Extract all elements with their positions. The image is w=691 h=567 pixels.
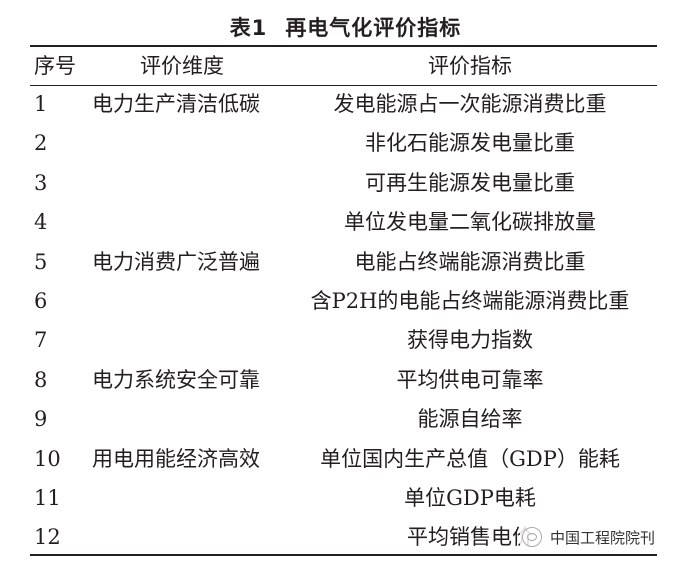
table-row: 4 单位发电量二氧化碳排放量 (0, 203, 691, 242)
row-indicator: 平均销售电价 (407, 525, 533, 550)
row-indicator: 单位发电量二氧化碳排放量 (344, 210, 596, 235)
row-number: 10 (34, 446, 61, 471)
row-indicator: 平均供电可靠率 (396, 367, 544, 392)
row-indicator: 非化石能源发电量比重 (365, 131, 575, 156)
row-number: 3 (34, 170, 48, 195)
row-indicator: 可再生能源发电量比重 (365, 170, 575, 195)
table-row: 9 能源自给率 (0, 400, 691, 439)
row-number: 4 (34, 210, 48, 235)
row-dimension: 电力消费广泛普遍 (92, 249, 260, 274)
row-indicator: 含P2H的电能占终端能源消费比重 (310, 289, 630, 313)
table-row: 5 电力消费广泛普遍 电能占终端能源消费比重 (0, 243, 691, 282)
row-number: 1 (34, 92, 48, 116)
watermark-text: 中国工程院院刊 (550, 528, 656, 547)
row-indicator: 单位国内生产总值（GDP）能耗 (320, 446, 620, 471)
row-dimension: 电力生产清洁低碳 (92, 92, 260, 116)
table-title: 表1 再电气化评价指标 (0, 12, 691, 42)
row-indicator: 发电能源占一次能源消费比重 (333, 92, 607, 116)
table-row: 1 电力生产清洁低碳 发电能源占一次能源消费比重 (0, 85, 691, 124)
table-header: 序号 评价维度 评价指标 (0, 47, 691, 86)
header-rule (30, 85, 657, 86)
row-indicator: 电能占终端能源消费比重 (354, 249, 586, 274)
table-row: 8 电力系统安全可靠 平均供电可靠率 (0, 361, 691, 400)
header-indicator: 评价指标 (428, 54, 512, 78)
header-no: 序号 (34, 54, 76, 78)
row-dimension: 电力系统安全可靠 (92, 367, 260, 392)
row-number: 5 (34, 249, 48, 274)
row-dimension: 用电用能经济高效 (92, 446, 260, 471)
watermark: 中国工程院院刊 (520, 523, 656, 551)
row-indicator: 能源自给率 (417, 407, 523, 432)
table-row: 7 获得电力指数 (0, 321, 691, 360)
row-number: 7 (34, 328, 48, 353)
row-number: 6 (34, 289, 48, 313)
row-number: 8 (34, 367, 48, 392)
row-number: 9 (34, 407, 48, 432)
row-indicator: 单位GDP电耗 (404, 486, 536, 510)
row-number: 11 (34, 486, 61, 510)
header-dimension: 评价维度 (140, 54, 224, 78)
table-row: 2 非化石能源发电量比重 (0, 124, 691, 163)
table-title-text: 再电气化评价指标 (285, 16, 462, 40)
top-rule (30, 45, 657, 47)
table-row: 6 含P2H的电能占终端能源消费比重 (0, 282, 691, 321)
table-row: 10 用电用能经济高效 单位国内生产总值（GDP）能耗 (0, 440, 691, 479)
row-number: 2 (34, 131, 48, 156)
table-number: 表1 (229, 16, 268, 40)
row-number: 12 (34, 525, 61, 550)
table-row: 12 平均销售电价 (0, 518, 691, 557)
table-row: 11 单位GDP电耗 (0, 479, 691, 518)
table-row: 3 可再生能源发电量比重 (0, 164, 691, 203)
bottom-rule (30, 554, 657, 556)
row-indicator: 获得电力指数 (407, 328, 533, 353)
wechat-icon (522, 527, 542, 547)
